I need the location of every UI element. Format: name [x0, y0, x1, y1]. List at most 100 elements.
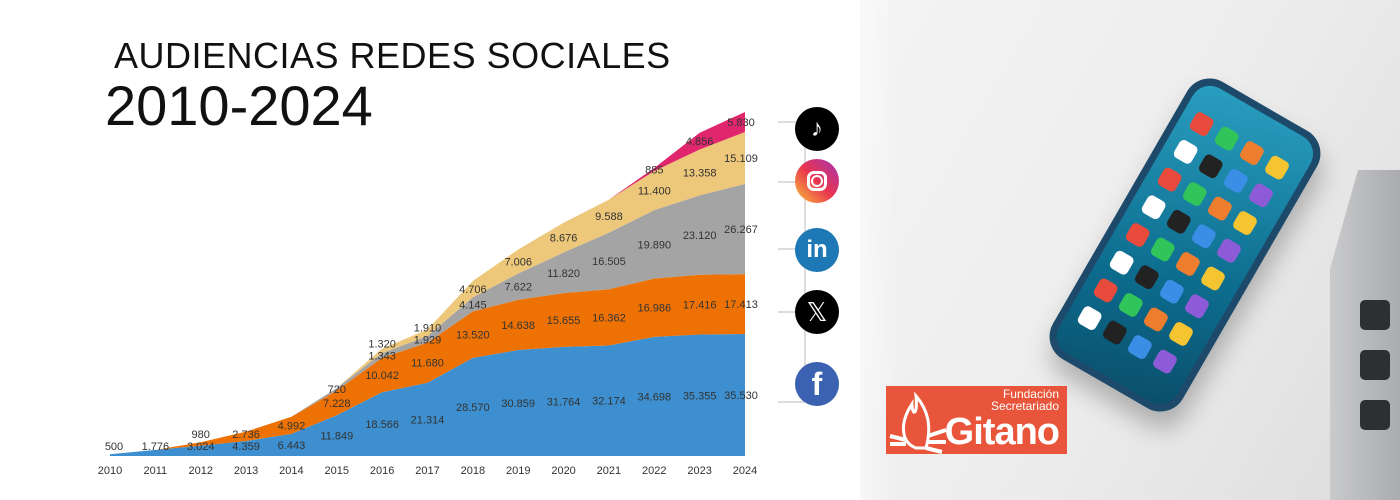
data-label-instagram: 15.109 [724, 153, 758, 165]
data-label-facebook: 30.859 [501, 398, 535, 410]
data-label-x: 16.986 [637, 303, 671, 315]
data-label-facebook: 35.355 [683, 390, 717, 402]
data-label-instagram: 13.358 [683, 167, 717, 179]
app-icon [1101, 318, 1129, 347]
chart-subtitle: 2010-2024 [105, 74, 373, 137]
data-label-facebook: 35.530 [724, 390, 758, 402]
data-label-tiktok: 5.830 [727, 117, 755, 129]
data-label-facebook: 3.024 [187, 441, 215, 453]
x-tick-label: 2016 [370, 465, 394, 477]
app-icon [1238, 139, 1266, 167]
area-instagram [110, 132, 745, 455]
x-tick-label: 2010 [98, 465, 122, 477]
data-label-tiktok: 4.856 [686, 136, 714, 148]
data-label-facebook: 500 [105, 441, 123, 453]
data-label-facebook: 11.849 [320, 431, 353, 443]
chart-title: AUDIENCIAS REDES SOCIALES [114, 35, 671, 76]
x-tick-label: 2018 [461, 465, 485, 477]
data-label-x: 17.416 [683, 300, 717, 312]
data-label-facebook: 28.570 [456, 402, 490, 414]
app-icon [1156, 165, 1184, 194]
data-label-linkedin: 16.505 [592, 256, 626, 268]
app-icon [1165, 208, 1193, 236]
app-icon [1197, 152, 1225, 181]
app-icon [1158, 278, 1186, 306]
app-icon [1263, 153, 1291, 182]
area-x [110, 274, 745, 455]
laptop-image [1330, 170, 1400, 500]
data-label-linkedin: 1.929 [414, 334, 442, 346]
app-icon [1181, 180, 1209, 208]
data-label-instagram: 4.706 [459, 284, 487, 296]
x-tick-label: 2012 [188, 465, 212, 477]
data-label-linkedin: 26.267 [724, 224, 758, 236]
x-tick-label: 2023 [687, 465, 711, 477]
app-icon [1190, 222, 1218, 250]
app-icon [1213, 124, 1241, 153]
app-icon [1247, 181, 1275, 210]
x-tick-label: 2013 [234, 465, 258, 477]
flame-icon [889, 391, 947, 454]
app-icon [1142, 305, 1170, 334]
app-icon [1076, 304, 1104, 332]
instagram-icon [795, 159, 839, 203]
data-label-x: 14.638 [501, 320, 535, 332]
data-label-instagram: 11.400 [638, 186, 671, 198]
data-label-x: 980 [192, 429, 210, 441]
x-tick-label: 2019 [506, 465, 530, 477]
data-label-facebook: 32.174 [592, 396, 626, 408]
data-label-facebook: 31.764 [547, 396, 581, 408]
data-label-linkedin: 1.343 [368, 350, 396, 362]
data-label-facebook: 6.443 [278, 440, 306, 452]
linkedin-icon: in [795, 228, 839, 272]
data-label-x: 13.520 [456, 330, 490, 342]
data-label-instagram: 8.676 [550, 233, 578, 245]
data-label-x: 7.228 [323, 398, 351, 410]
data-label-x: 4.992 [278, 420, 306, 432]
app-icon [1151, 347, 1179, 376]
data-label-facebook: 18.566 [365, 419, 399, 431]
data-label-x: 2.736 [232, 429, 260, 441]
app-icon [1149, 235, 1177, 264]
data-label-tiktok: 885 [645, 164, 663, 176]
data-label-linkedin: 19.890 [637, 239, 671, 251]
x-tick-label: 2015 [325, 465, 349, 477]
app-icon [1167, 320, 1195, 348]
app-icon [1172, 138, 1200, 166]
x-tick-label: 2011 [144, 465, 168, 477]
facebook-icon: f [795, 362, 839, 406]
area-linkedin [110, 183, 745, 455]
data-label-facebook: 4.359 [232, 441, 260, 453]
data-label-linkedin: 11.820 [547, 268, 580, 280]
x-tick-label: 2017 [415, 465, 439, 477]
x-tick-label: 2021 [597, 465, 621, 477]
data-label-linkedin: 720 [328, 384, 346, 396]
data-label-instagram: 1.320 [368, 338, 396, 350]
tiktok-icon: ♪ [795, 107, 839, 151]
x-tick-label: 2014 [279, 465, 303, 477]
app-icon [1206, 194, 1234, 223]
app-icon [1231, 209, 1259, 237]
app-icon [1199, 264, 1227, 293]
app-icon [1092, 276, 1120, 305]
data-label-facebook: 1.776 [142, 441, 170, 453]
data-label-facebook: 34.698 [637, 391, 671, 403]
app-icon [1215, 237, 1243, 265]
app-icon [1133, 263, 1161, 291]
data-label-x: 15.655 [547, 315, 581, 327]
data-label-instagram: 7.006 [504, 257, 532, 269]
app-icon [1108, 249, 1136, 277]
data-label-linkedin: 4.145 [459, 299, 487, 311]
app-icon [1124, 221, 1152, 249]
data-label-instagram: 9.588 [595, 211, 623, 223]
app-icon [1174, 250, 1202, 278]
data-label-x: 16.362 [592, 312, 626, 324]
data-label-linkedin: 23.120 [683, 230, 717, 242]
data-label-x: 17.413 [724, 299, 758, 311]
app-icon [1117, 291, 1145, 319]
fundacion-secretariado-gitano-logo: Fundación Secretariado Gitano [886, 386, 1067, 454]
x-tick-label: 2020 [551, 465, 575, 477]
app-icon [1188, 110, 1216, 138]
data-label-x: 10.042 [365, 370, 399, 382]
